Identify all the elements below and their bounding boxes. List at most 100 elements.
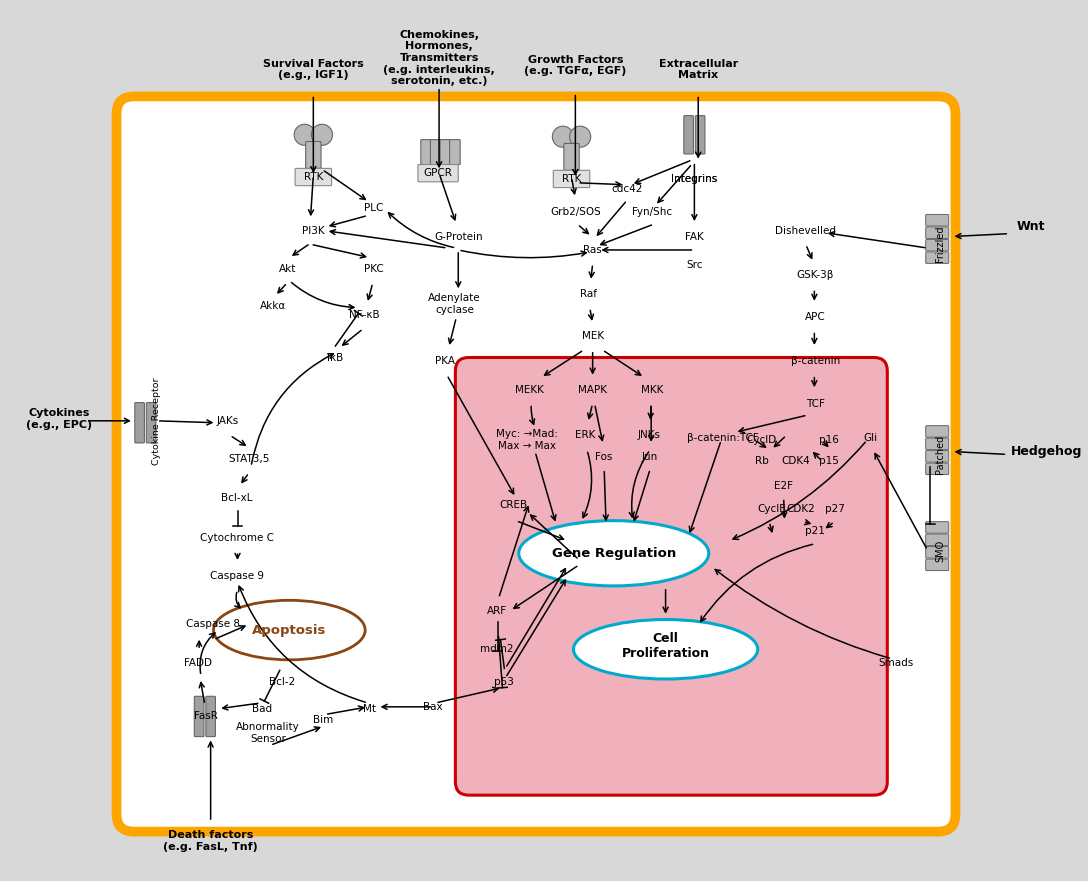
Text: Gli: Gli: [863, 433, 877, 443]
FancyBboxPatch shape: [195, 696, 203, 737]
Text: Bcl-2: Bcl-2: [269, 677, 295, 687]
Text: Cytokines
(e.g., EPC): Cytokines (e.g., EPC): [26, 408, 92, 430]
Text: ERK: ERK: [574, 430, 595, 440]
FancyBboxPatch shape: [926, 450, 949, 463]
Text: Fyn/Shc: Fyn/Shc: [632, 206, 672, 217]
Text: CyclE: CyclE: [757, 504, 787, 515]
Text: Integrins: Integrins: [671, 174, 717, 184]
FancyBboxPatch shape: [926, 214, 949, 226]
Text: Chemokines,
Hormones,
Transmitters
(e.g. interleukins,
serotonin, etc.): Chemokines, Hormones, Transmitters (e.g.…: [383, 30, 495, 86]
Text: Wnt: Wnt: [1017, 220, 1046, 233]
Text: PLC: PLC: [364, 203, 383, 212]
Text: Akt: Akt: [279, 264, 296, 274]
Text: Integrins: Integrins: [671, 174, 717, 184]
FancyBboxPatch shape: [926, 534, 949, 545]
Circle shape: [294, 124, 316, 145]
Text: Abnormality
Sensor: Abnormality Sensor: [236, 722, 300, 744]
Text: Bim: Bim: [313, 715, 333, 725]
FancyBboxPatch shape: [116, 96, 955, 832]
Text: FADD: FADD: [184, 658, 212, 668]
Text: Bad: Bad: [252, 704, 272, 714]
FancyBboxPatch shape: [684, 115, 693, 154]
Text: TCF: TCF: [806, 398, 825, 409]
Text: Caspase 9: Caspase 9: [210, 571, 263, 581]
Text: ARF: ARF: [486, 606, 507, 616]
Text: RTK: RTK: [304, 172, 323, 182]
Text: p27: p27: [825, 504, 844, 515]
Text: p21: p21: [805, 526, 826, 537]
Text: Patched: Patched: [935, 435, 945, 474]
Text: CDK4: CDK4: [782, 456, 811, 466]
Circle shape: [311, 124, 333, 145]
Text: p53: p53: [494, 677, 515, 687]
Text: MKK: MKK: [641, 385, 664, 395]
Text: Bax: Bax: [423, 702, 443, 712]
Text: FasR: FasR: [194, 712, 218, 722]
Text: G-Protein: G-Protein: [434, 232, 483, 241]
FancyBboxPatch shape: [926, 240, 949, 251]
Text: JNKs: JNKs: [638, 430, 660, 440]
Text: p15: p15: [819, 456, 839, 466]
Ellipse shape: [573, 619, 757, 679]
Text: Ras: Ras: [583, 245, 602, 255]
Text: Cytochrome C: Cytochrome C: [199, 533, 273, 543]
FancyBboxPatch shape: [456, 358, 888, 796]
Text: CyclD: CyclD: [746, 435, 777, 445]
FancyBboxPatch shape: [206, 696, 215, 737]
Text: NF-κB: NF-κB: [349, 310, 380, 320]
FancyBboxPatch shape: [695, 115, 705, 154]
FancyBboxPatch shape: [564, 144, 579, 170]
Text: β-catenin: β-catenin: [791, 356, 840, 366]
Text: Apoptosis: Apoptosis: [252, 624, 326, 637]
Ellipse shape: [213, 600, 366, 660]
Text: Survival Factors
(e.g., IGF1): Survival Factors (e.g., IGF1): [263, 59, 363, 80]
Text: PI3K: PI3K: [302, 226, 324, 236]
Text: p16: p16: [819, 435, 839, 445]
Text: Akkα: Akkα: [260, 300, 286, 311]
FancyBboxPatch shape: [926, 426, 949, 437]
Text: Frizzled: Frizzled: [935, 225, 945, 262]
Text: Gene Regulation: Gene Regulation: [552, 547, 676, 559]
Text: Raf: Raf: [580, 289, 597, 300]
Ellipse shape: [519, 521, 708, 586]
Text: Src: Src: [687, 260, 703, 270]
Text: GPCR: GPCR: [423, 168, 453, 178]
Text: β-catenin:TCF: β-catenin:TCF: [688, 433, 759, 443]
Text: Adenylate
cyclase: Adenylate cyclase: [428, 292, 481, 315]
Text: Death factors
(e.g. FasL, Tnf): Death factors (e.g. FasL, Tnf): [163, 831, 258, 852]
Text: APC: APC: [805, 312, 826, 322]
Text: Hedgehog: Hedgehog: [1011, 445, 1083, 458]
Text: RTK: RTK: [561, 174, 581, 184]
FancyBboxPatch shape: [926, 438, 949, 449]
Text: SMO: SMO: [935, 539, 945, 561]
Text: Smads: Smads: [878, 658, 914, 668]
FancyBboxPatch shape: [440, 139, 450, 165]
FancyBboxPatch shape: [926, 227, 949, 239]
FancyBboxPatch shape: [421, 139, 431, 165]
FancyBboxPatch shape: [306, 142, 321, 168]
FancyBboxPatch shape: [554, 170, 590, 188]
FancyBboxPatch shape: [431, 139, 441, 165]
FancyBboxPatch shape: [926, 522, 949, 533]
FancyBboxPatch shape: [146, 403, 156, 443]
Text: MEKK: MEKK: [515, 385, 544, 395]
FancyBboxPatch shape: [926, 546, 949, 558]
Circle shape: [570, 126, 591, 147]
Text: IκB: IκB: [327, 353, 344, 364]
FancyBboxPatch shape: [926, 252, 949, 263]
Text: Cytokine Receptor: Cytokine Receptor: [152, 377, 161, 464]
Text: GSK-3β: GSK-3β: [796, 270, 834, 280]
FancyBboxPatch shape: [926, 559, 949, 571]
Text: Extracellular
Matrix: Extracellular Matrix: [658, 59, 738, 80]
Text: FAK: FAK: [685, 232, 704, 241]
Text: Mt: Mt: [362, 704, 375, 714]
Text: MEK: MEK: [582, 331, 604, 341]
Text: JAKs: JAKs: [217, 416, 239, 426]
Text: Dishevelled: Dishevelled: [776, 226, 837, 236]
Text: Bcl-xL: Bcl-xL: [221, 492, 252, 502]
Text: E2F: E2F: [775, 481, 793, 491]
FancyBboxPatch shape: [449, 139, 460, 165]
Text: Rb: Rb: [755, 456, 768, 466]
FancyBboxPatch shape: [926, 463, 949, 475]
FancyBboxPatch shape: [295, 168, 332, 186]
